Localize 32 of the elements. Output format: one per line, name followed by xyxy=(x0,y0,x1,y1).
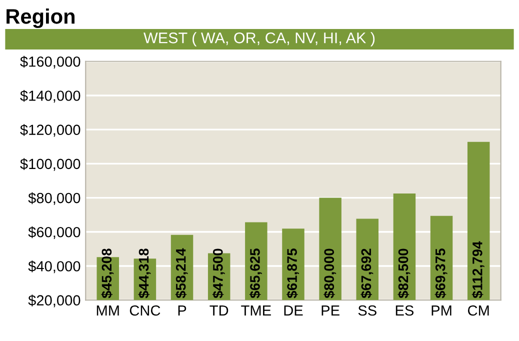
x-tick-label: SS xyxy=(358,305,376,316)
data-label: $82,500 xyxy=(398,248,410,298)
x-tick-label: TME xyxy=(241,305,271,316)
x-tick-label: CM xyxy=(468,305,489,316)
y-tick-label: $80,000 xyxy=(28,192,80,205)
y-tick-label: $160,000 xyxy=(20,56,80,69)
x-tick-label: PE xyxy=(322,305,340,316)
x-tick-label: P xyxy=(178,305,186,316)
y-tick-label: $100,000 xyxy=(20,158,80,171)
data-label: $47,500 xyxy=(212,248,225,298)
data-label: $61,875 xyxy=(286,248,299,298)
y-tick-label: $40,000 xyxy=(28,260,80,274)
y-tick-label: $140,000 xyxy=(20,90,80,103)
data-label: $45,208 xyxy=(101,248,114,298)
y-tick-label: $120,000 xyxy=(20,124,80,137)
x-tick-label: ES xyxy=(396,305,414,316)
chart-subtitle: WEST ( WA, OR, CA, NV, HI, AK ) xyxy=(144,32,375,46)
data-label: $58,214 xyxy=(175,248,188,298)
x-tick-label: PM xyxy=(432,305,452,316)
chart-title: Region xyxy=(6,8,74,28)
data-label: $80,000 xyxy=(324,248,336,298)
data-label: $44,318 xyxy=(138,248,151,298)
y-tick-label: $20,000 xyxy=(28,294,80,308)
data-label: $112,794 xyxy=(472,241,484,298)
x-tick-label: TD xyxy=(210,305,228,316)
x-tick-label: CNC xyxy=(130,305,160,316)
data-label: $65,625 xyxy=(249,248,262,298)
x-tick-label: DE xyxy=(284,305,303,316)
data-label: $69,375 xyxy=(434,248,448,298)
data-label: $67,692 xyxy=(360,248,374,298)
x-tick-label: MM xyxy=(96,305,119,316)
y-tick-label: $60,000 xyxy=(28,226,80,240)
